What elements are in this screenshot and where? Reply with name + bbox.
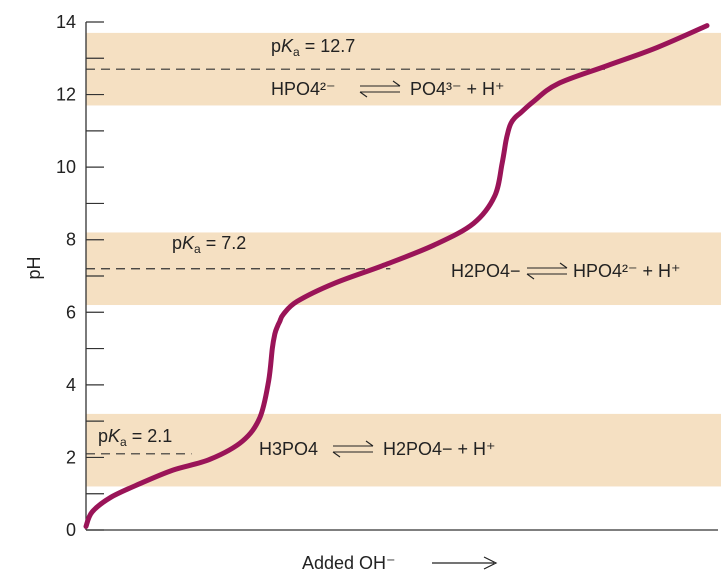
y-tick-label: 2: [66, 447, 76, 467]
y-tick-label: 4: [66, 375, 76, 395]
y-axis-title: pH: [24, 256, 44, 279]
equilibrium-1: H3PO4 H2PO4− + H⁺: [259, 439, 496, 459]
pka1-label: pKa = 2.1: [98, 426, 172, 449]
equilibrium-arrow-icon: [332, 440, 374, 458]
equilibrium-arrow-icon: [526, 262, 568, 280]
equilibrium-arrow-icon: [359, 80, 401, 98]
y-tick-label: 8: [66, 230, 76, 250]
eq3-reactant: HPO4²⁻: [271, 79, 336, 99]
eq1-product: H2PO4− + H⁺: [383, 439, 496, 459]
x-axis-arrow-icon: [432, 556, 498, 570]
equilibrium-2: H2PO4− HPO4²⁻ + H⁺: [451, 261, 681, 281]
buffer-bands: [86, 32, 721, 487]
y-tick-label: 12: [56, 85, 76, 105]
y-tick-label: 0: [66, 520, 76, 540]
eq1-reactant: H3PO4: [259, 439, 318, 459]
titration-curve: [83, 23, 710, 529]
pka-lines: [86, 68, 608, 455]
y-ticks: 0 2 4 6 8 10 12 14: [56, 12, 104, 540]
pka2-label: pKa = 7.2: [172, 233, 246, 256]
eq2-product: HPO4²⁻ + H⁺: [573, 261, 681, 281]
y-tick-label: 10: [56, 157, 76, 177]
y-tick-label: 14: [56, 12, 76, 32]
pka3-label: pKa = 12.7: [271, 36, 355, 59]
equilibrium-3: HPO4²⁻ PO4³⁻ + H⁺: [271, 79, 505, 99]
buffer-band-1: [86, 413, 721, 487]
y-tick-label: 6: [66, 302, 76, 322]
eq2-reactant: H2PO4−: [451, 261, 521, 281]
eq3-product: PO4³⁻ + H⁺: [410, 79, 505, 99]
x-axis-title: Added OH⁻: [302, 553, 396, 573]
